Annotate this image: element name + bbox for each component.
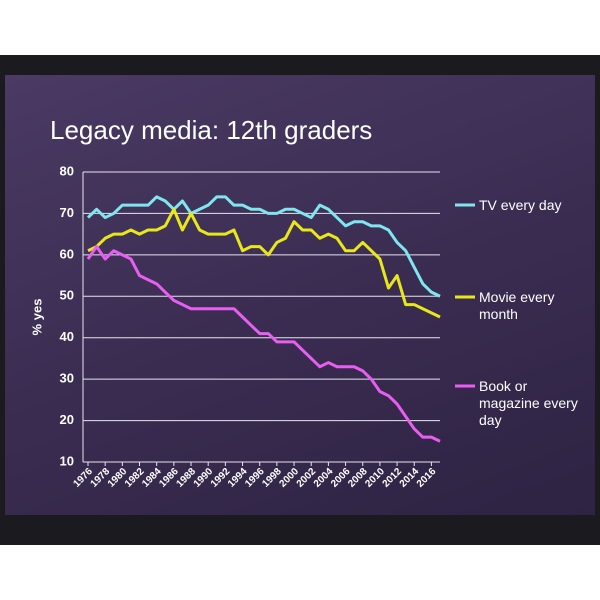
y-tick-label: 30 — [60, 371, 74, 386]
y-axis-label: % yes — [29, 299, 44, 336]
y-tick-label: 20 — [60, 412, 74, 427]
legend-label: TV every day — [479, 197, 562, 213]
y-tick-label: 70 — [60, 205, 74, 220]
y-tick-label: 60 — [60, 246, 74, 261]
chart-title: Legacy media: 12th graders — [50, 115, 372, 145]
y-tick-label: 50 — [60, 288, 74, 303]
series-line — [87, 207, 441, 319]
y-tick-label: 40 — [60, 329, 74, 344]
legend-label: Movie every month — [479, 289, 555, 322]
y-tick-label: 10 — [60, 453, 74, 468]
series-line — [86, 245, 441, 443]
y-tick-label: 80 — [60, 163, 74, 178]
series-line — [86, 195, 441, 298]
legend-label: Book or magazine every day — [479, 378, 578, 428]
x-tick-label: 2016 — [415, 466, 439, 490]
slide — [5, 75, 595, 515]
